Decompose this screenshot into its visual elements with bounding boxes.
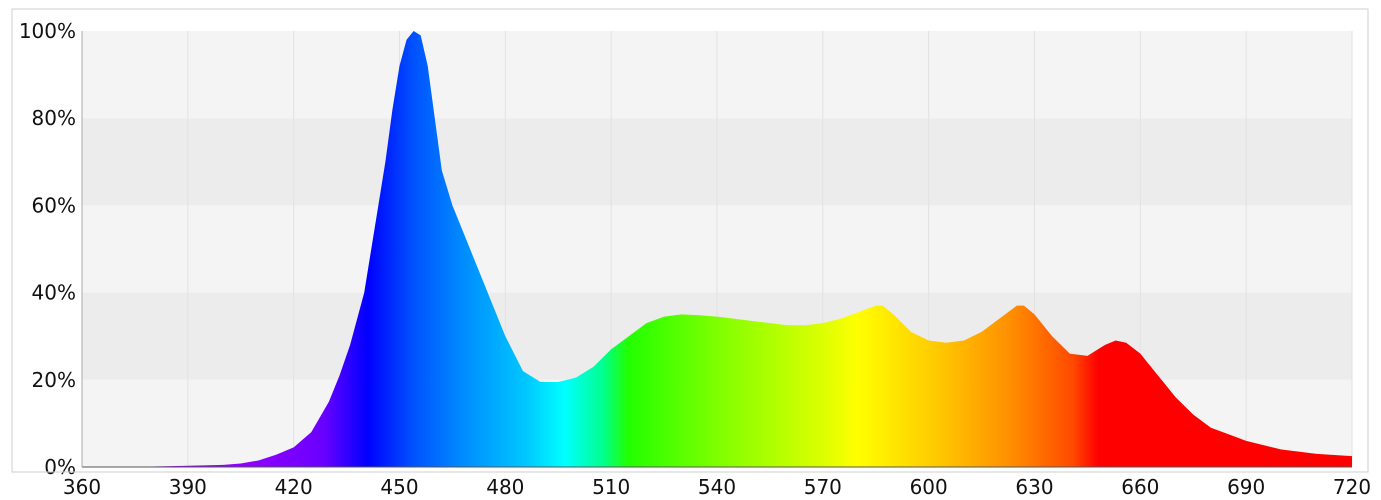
spectrum-series	[152, 31, 1353, 467]
x-tick-label: 360	[63, 475, 101, 499]
x-tick-label: 480	[486, 475, 524, 499]
spectrum-area	[152, 31, 1353, 467]
x-tick-label: 660	[1121, 475, 1159, 499]
axes	[81, 31, 1352, 468]
chart-frame	[11, 8, 1369, 473]
y-axis-tick-labels: 0% 20% 40% 60% 80% 100%	[19, 19, 76, 479]
y-tick-label: 0%	[44, 455, 76, 479]
x-axis-tick-labels: 360 390 420 450 480 510 540 570 600 630 660 690 720	[63, 475, 1371, 499]
x-tick-label: 570	[804, 475, 842, 499]
x-tick-label: 600	[910, 475, 948, 499]
x-tick-label: 540	[698, 475, 736, 499]
x-tick-label: 690	[1227, 475, 1265, 499]
x-tick-label: 390	[169, 475, 207, 499]
x-tick-label: 420	[275, 475, 313, 499]
y-tick-label: 20%	[32, 368, 76, 392]
y-tick-label: 60%	[32, 193, 76, 217]
x-tick-label: 450	[380, 475, 418, 499]
y-tick-label: 40%	[32, 281, 76, 305]
x-tick-label: 720	[1333, 475, 1371, 499]
y-tick-label: 100%	[19, 19, 76, 43]
x-tick-label: 630	[1015, 475, 1053, 499]
x-tick-label: 510	[592, 475, 630, 499]
y-tick-label: 80%	[32, 106, 76, 130]
